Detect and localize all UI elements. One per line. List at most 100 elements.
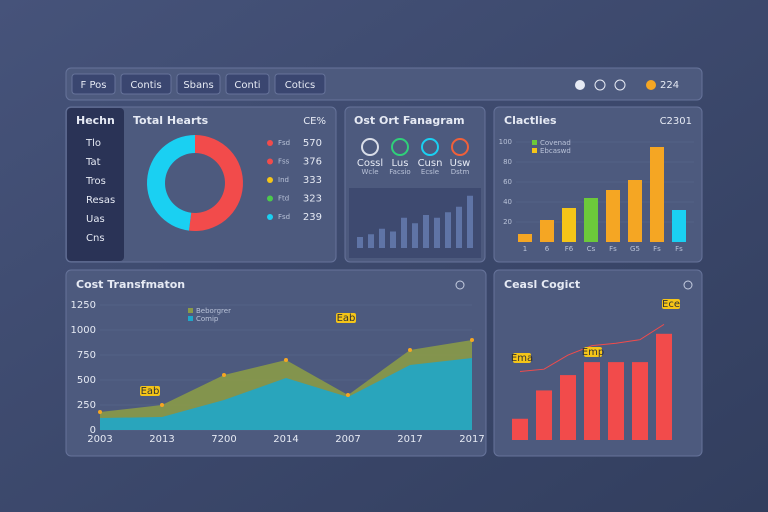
annotation-box	[584, 347, 602, 357]
x-tick-label: Fs	[653, 245, 661, 253]
y-tick-label: 1000	[71, 325, 96, 336]
panel-title: Clactlies	[504, 114, 557, 127]
y-tick-label: 0	[90, 425, 96, 436]
donut-slice	[146, 135, 195, 231]
legend-swatch	[188, 316, 193, 321]
nav-item[interactable]: Uas	[86, 214, 105, 225]
x-tick-label: 2017	[459, 434, 484, 445]
bar	[512, 418, 528, 440]
nav-item[interactable]: Tros	[85, 176, 106, 187]
annotation: Emp	[582, 347, 604, 358]
x-tick-label: 2003	[87, 434, 112, 445]
badge: C2301	[660, 116, 692, 127]
y-tick-label: 60	[503, 178, 512, 186]
icon[interactable]	[455, 280, 465, 290]
y-tick-label: 1250	[71, 300, 96, 311]
gauge-sub: Wcle	[361, 168, 378, 176]
tab-label[interactable]: Cotics	[285, 80, 316, 91]
bar	[606, 190, 620, 242]
nav-item[interactable]: Tat	[85, 157, 101, 168]
tab[interactable]	[225, 73, 270, 95]
bar	[368, 234, 374, 248]
line	[519, 323, 665, 373]
bar	[467, 195, 473, 248]
tab[interactable]	[176, 73, 221, 95]
panel-title: Ost Ort Fanagram	[354, 114, 465, 127]
toolbar	[65, 67, 703, 101]
legend-label: Fsd	[278, 139, 290, 147]
tab[interactable]	[71, 73, 116, 95]
tab-label[interactable]: F Pos	[81, 80, 107, 91]
icon[interactable]	[683, 280, 693, 290]
bar	[518, 234, 532, 242]
legend-dot	[267, 195, 273, 202]
bar	[401, 217, 407, 248]
bar	[423, 215, 429, 248]
gauge-icon	[451, 138, 469, 156]
x-tick-label: 2013	[149, 434, 174, 445]
point	[284, 358, 288, 362]
gauge-label: Usw	[450, 158, 471, 169]
annotation: Ema	[511, 353, 533, 364]
bar	[379, 228, 385, 248]
bar	[632, 362, 648, 440]
icon[interactable]	[575, 80, 585, 90]
panel-title: Cost Transfmaton	[76, 278, 185, 291]
bar	[434, 217, 440, 248]
point	[98, 410, 102, 414]
tab-label[interactable]: Conti	[234, 80, 260, 91]
legend-label: Fss	[278, 158, 290, 166]
badge: CE%	[303, 116, 326, 127]
bar	[656, 333, 672, 440]
tab-label[interactable]: Sbans	[183, 80, 213, 91]
y-tick-label: 20	[503, 218, 512, 226]
x-tick-label: 2017	[397, 434, 422, 445]
gauge-icon	[391, 138, 409, 156]
donut-slice	[188, 135, 243, 231]
legend-dot	[267, 214, 273, 220]
legend-label: Covenad	[540, 139, 571, 147]
annotation-box	[140, 386, 160, 396]
legend-label: Comip	[196, 315, 219, 323]
gauge-icon	[421, 138, 439, 156]
legend-dot	[267, 158, 273, 165]
y-tick-label: 100	[499, 138, 512, 146]
avatar[interactable]	[646, 80, 656, 90]
legend-value: 570	[303, 138, 322, 149]
nav-item[interactable]: Tlo	[85, 138, 101, 149]
x-tick-label: 1	[523, 245, 527, 253]
nav-item[interactable]: Cns	[86, 233, 105, 244]
bar	[456, 206, 462, 248]
x-tick-label: G5	[630, 245, 640, 253]
bar	[390, 231, 396, 248]
gauge-sub: Ecsle	[421, 168, 439, 176]
gauge-icon	[361, 138, 379, 156]
annotation: Eab	[141, 386, 160, 397]
legend-label: Ind	[278, 176, 289, 184]
legend-dot	[267, 177, 273, 183]
annotation: Ece	[662, 299, 680, 310]
y-tick-label: 750	[77, 350, 96, 361]
legend-value: 376	[303, 157, 322, 168]
tab[interactable]	[274, 73, 326, 95]
point	[346, 393, 350, 397]
tab-label[interactable]: Contis	[130, 80, 161, 91]
legend-label: Fsd	[278, 213, 290, 221]
x-tick-label: Fs	[609, 245, 617, 253]
bar	[560, 375, 576, 440]
icon[interactable]	[594, 79, 606, 91]
legend-label: Ftd	[278, 195, 289, 203]
icon[interactable]	[614, 79, 626, 91]
point	[160, 403, 164, 407]
panel-title: Ceasl Cogict	[504, 278, 580, 291]
y-tick-label: 80	[503, 158, 512, 166]
tab[interactable]	[120, 73, 172, 95]
gauge-label: Cossl	[357, 158, 383, 169]
nav-item[interactable]: Resas	[86, 195, 115, 206]
area	[100, 358, 472, 430]
x-tick-label: 2007	[335, 434, 360, 445]
gauge-label: Cusn	[418, 158, 443, 169]
legend-swatch	[532, 148, 537, 153]
bar	[608, 362, 624, 440]
